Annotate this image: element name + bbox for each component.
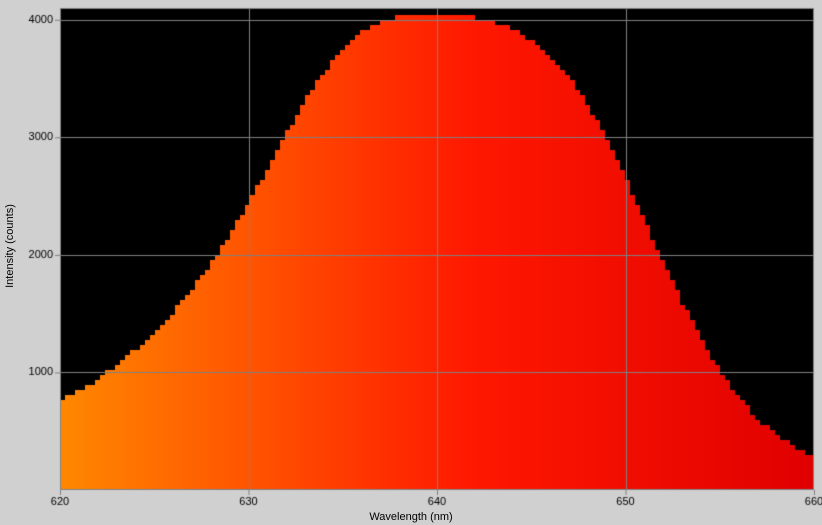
y-axis-label: Intensity (counts) [4, 196, 16, 296]
spectrum-chart: Wavelength (nm) Intensity (counts) [0, 0, 822, 525]
x-axis-label: Wavelength (nm) [0, 511, 822, 523]
chart-canvas [0, 0, 822, 525]
